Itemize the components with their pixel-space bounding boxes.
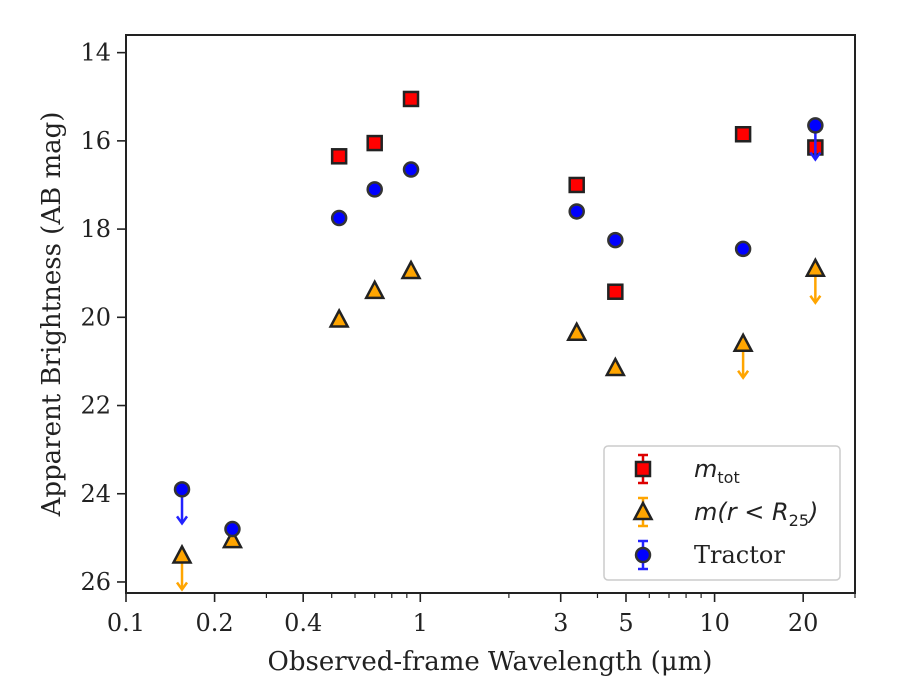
upper-limit-arrowhead [175,581,189,592]
data-point [568,203,585,220]
y-tick-label: 20 [80,303,111,331]
data-point [364,279,386,300]
data-point [568,176,585,194]
series-0 [330,90,824,300]
data-point [330,209,348,227]
y-tick-label: 26 [80,568,111,596]
x-tick-label: 0.2 [196,609,234,637]
y-tick-label: 24 [80,480,111,508]
data-point [330,148,348,165]
data-point [366,181,383,198]
y-tick-label: 18 [80,215,111,243]
x-tick-label: 20 [788,609,819,637]
data-point [221,528,244,549]
upper-limit-arrowhead [737,370,750,380]
data-point [173,481,191,498]
y-tick-label: 16 [80,127,111,155]
x-tick-label: 10 [699,609,730,637]
data-point [328,307,350,328]
y-tick-label: 22 [80,392,111,420]
data-point [366,134,383,152]
data-point [224,520,241,538]
data-point [804,257,826,278]
series-1 [171,257,826,592]
data-point [807,117,824,134]
axis-ticks: 0.1 0.2 0.4 1 3 5 10 20 14 16 18 20 22 24 26 [80,39,856,637]
series-2 [173,117,824,538]
upper-limit-arrowhead [809,295,822,305]
x-axis-label: Observed-frame Wavelength (μm) [268,647,713,677]
legend-label: Tractor [694,541,785,569]
y-axis-label: Apparent Brightness (AB mag) [37,112,67,518]
data-point [604,356,626,377]
legend-marker [634,546,652,564]
data-point [566,321,588,341]
plot-area [171,90,826,592]
legend: mtot m(r < R25) Tractor [603,445,841,581]
x-tick-label: 5 [618,609,633,637]
x-tick-label: 0.1 [107,609,145,637]
y-tick-label: 14 [80,39,111,67]
data-point [402,161,420,178]
x-tick-label: 3 [553,609,568,637]
legend-marker [634,460,652,478]
legend-box [603,445,841,581]
data-point [734,125,752,143]
upper-limit-arrowhead [809,151,822,162]
axes-frame [125,34,856,594]
data-point [171,543,193,564]
data-point [607,231,624,249]
data-point [734,240,752,258]
x-tick-label: 1 [413,609,428,637]
data-point [732,332,754,353]
data-point [607,283,624,300]
data-point [402,90,420,108]
data-point [400,259,422,280]
legend-label: m(r < R25) [694,498,818,530]
legend-marker [632,500,654,521]
legend-label: mtot [694,455,740,487]
upper-limit-arrowhead [175,515,189,526]
x-tick-label: 0.4 [284,609,322,637]
